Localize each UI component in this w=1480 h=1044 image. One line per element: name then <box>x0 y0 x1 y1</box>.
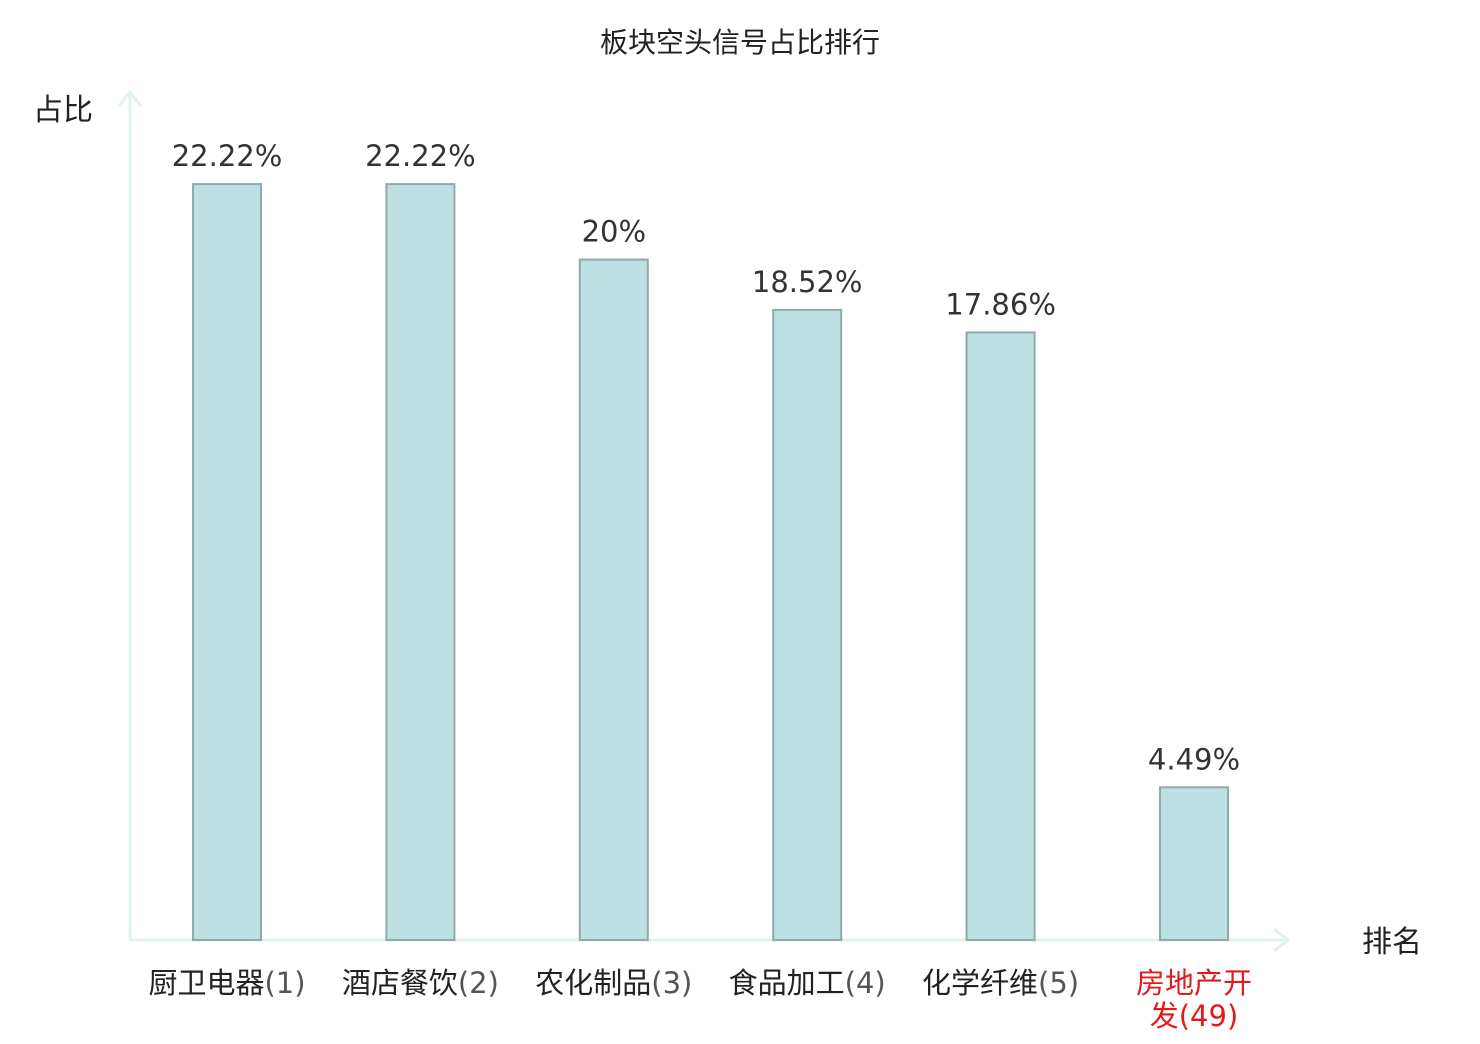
category-labels-layer: 厨卫电器(1) 酒店餐饮(2) 农化制品(3) 食品加工(4) 化学纤维(5) 房地产开发… <box>148 966 1252 1033</box>
value-label-4: 18.52% <box>752 265 863 299</box>
x-axis-label: 排名 <box>1362 925 1422 960</box>
bar-1 <box>192 183 262 942</box>
y-axis-label: 占比 <box>33 93 93 128</box>
bar-2 <box>385 183 456 942</box>
x-axis-arrow <box>1273 927 1291 953</box>
value-label-5: 17.86% <box>945 287 1056 321</box>
axes <box>117 89 1291 953</box>
value-label-2: 22.22% <box>365 139 476 173</box>
category-label-6: 房地产开 <box>1136 966 1252 1000</box>
category-label-6-line2: 发(49) <box>1150 999 1239 1033</box>
bar-5 <box>965 331 1036 941</box>
category-label-5: 化学纤维(5) <box>922 966 1079 1000</box>
category-label-2: 酒店餐饮(2) <box>342 966 499 1000</box>
category-label-3: 农化制品(3) <box>535 966 692 1000</box>
category-label-1: 厨卫电器(1) <box>148 966 305 1000</box>
bar-3 <box>578 258 649 942</box>
y-axis-arrow <box>117 89 143 107</box>
category-label-4: 食品加工(4) <box>729 966 886 1000</box>
value-label-3: 20% <box>582 215 646 249</box>
bar-4 <box>772 308 843 941</box>
value-labels-layer: 22.22% 22.22% 20% 18.52% 17.86% 4.49% <box>172 139 1240 776</box>
bar-6 <box>1159 786 1229 941</box>
value-label-1: 22.22% <box>172 139 283 173</box>
bars-layer <box>192 183 1229 942</box>
chart-title: 板块空头信号占比排行 <box>600 26 880 59</box>
value-label-6: 4.49% <box>1148 742 1240 776</box>
